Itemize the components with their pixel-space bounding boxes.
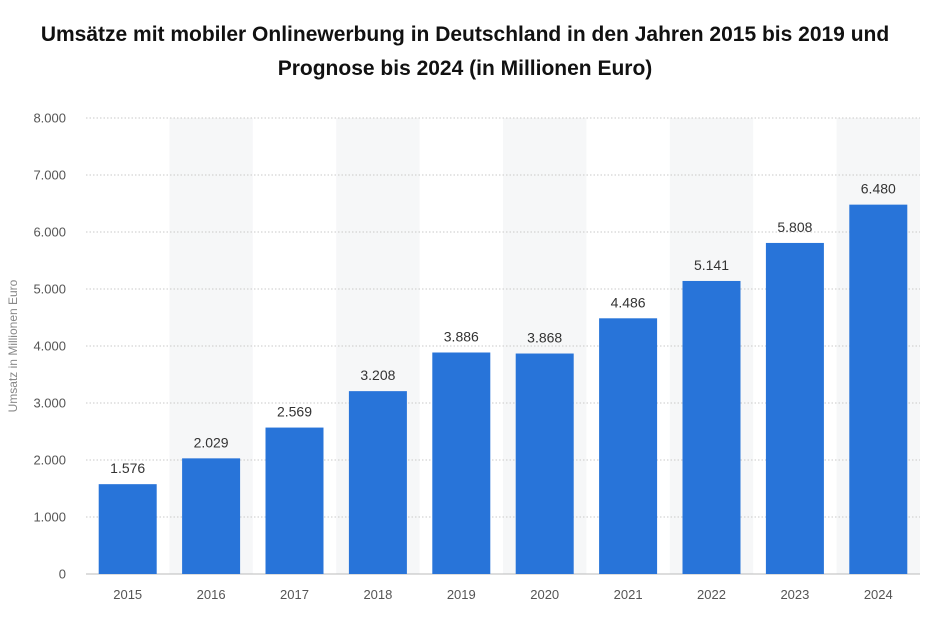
x-tick-label: 2018 (363, 587, 392, 602)
data-label-2023: 5.808 (777, 219, 812, 235)
bar-2015[interactable] (98, 484, 157, 574)
y-tick-label: 4.000 (33, 339, 66, 354)
y-tick-label: 6.000 (33, 225, 66, 240)
chart-title: Umsätze mit mobiler Onlinewerbung in Deu… (0, 18, 930, 86)
bar-2016[interactable] (182, 458, 241, 574)
x-tick-label: 2023 (780, 587, 809, 602)
y-axis-ticks: 0 1.000 2.000 3.000 4.000 5.000 6.000 7.000 8.00… (33, 111, 66, 582)
data-label-2022: 5.141 (694, 257, 729, 273)
x-tick-label: 2016 (197, 587, 226, 602)
bar-2020[interactable] (515, 353, 574, 574)
bar-2022[interactable] (682, 280, 741, 574)
y-tick-label: 0 (59, 567, 66, 582)
data-label-2020: 3.868 (527, 330, 562, 346)
chart-title-line-1: Umsätze mit mobiler Onlinewerbung in Deu… (40, 23, 890, 46)
data-label-2015: 1.576 (110, 460, 145, 476)
data-label-2024: 6.480 (861, 181, 896, 197)
chart-title-line-2: Prognose bis 2024 (in Millionen Euro) (277, 57, 653, 80)
y-axis-label: Umsatz in Millionen Euro (6, 279, 20, 412)
data-label-2021: 4.486 (611, 294, 646, 310)
x-tick-label: 2024 (864, 587, 893, 602)
bar-2018[interactable] (348, 391, 407, 574)
bar-2023[interactable] (765, 242, 824, 574)
data-label-2018: 3.208 (360, 367, 395, 383)
y-tick-label: 1.000 (33, 510, 66, 525)
x-tick-label: 2015 (113, 587, 142, 602)
y-tick-label: 2.000 (33, 453, 66, 468)
bar-2019[interactable] (432, 352, 491, 574)
y-tick-label: 5.000 (33, 282, 66, 297)
data-label-2017: 2.569 (277, 404, 312, 420)
x-tick-label: 2022 (697, 587, 726, 602)
value-labels: 1.576 2.029 2.569 3.208 3.886 3.868 4.486 5.141… (110, 181, 896, 477)
x-tick-label: 2021 (614, 587, 643, 602)
bar-2017[interactable] (265, 427, 324, 574)
x-tick-label: 2017 (280, 587, 309, 602)
bar-2024[interactable] (849, 204, 908, 574)
x-axis-ticks: 2015 2016 2017 2018 2019 2020 2021 2022 2023 2024 (113, 587, 893, 602)
y-tick-label: 3.000 (33, 396, 66, 411)
data-label-2016: 2.029 (194, 434, 229, 450)
data-label-2019: 3.886 (444, 328, 479, 344)
y-tick-label: 7.000 (33, 168, 66, 183)
x-tick-label: 2019 (447, 587, 476, 602)
bar-2021[interactable] (599, 318, 658, 574)
bars (98, 204, 908, 574)
x-tick-label: 2020 (530, 587, 559, 602)
y-tick-label: 8.000 (33, 111, 66, 126)
